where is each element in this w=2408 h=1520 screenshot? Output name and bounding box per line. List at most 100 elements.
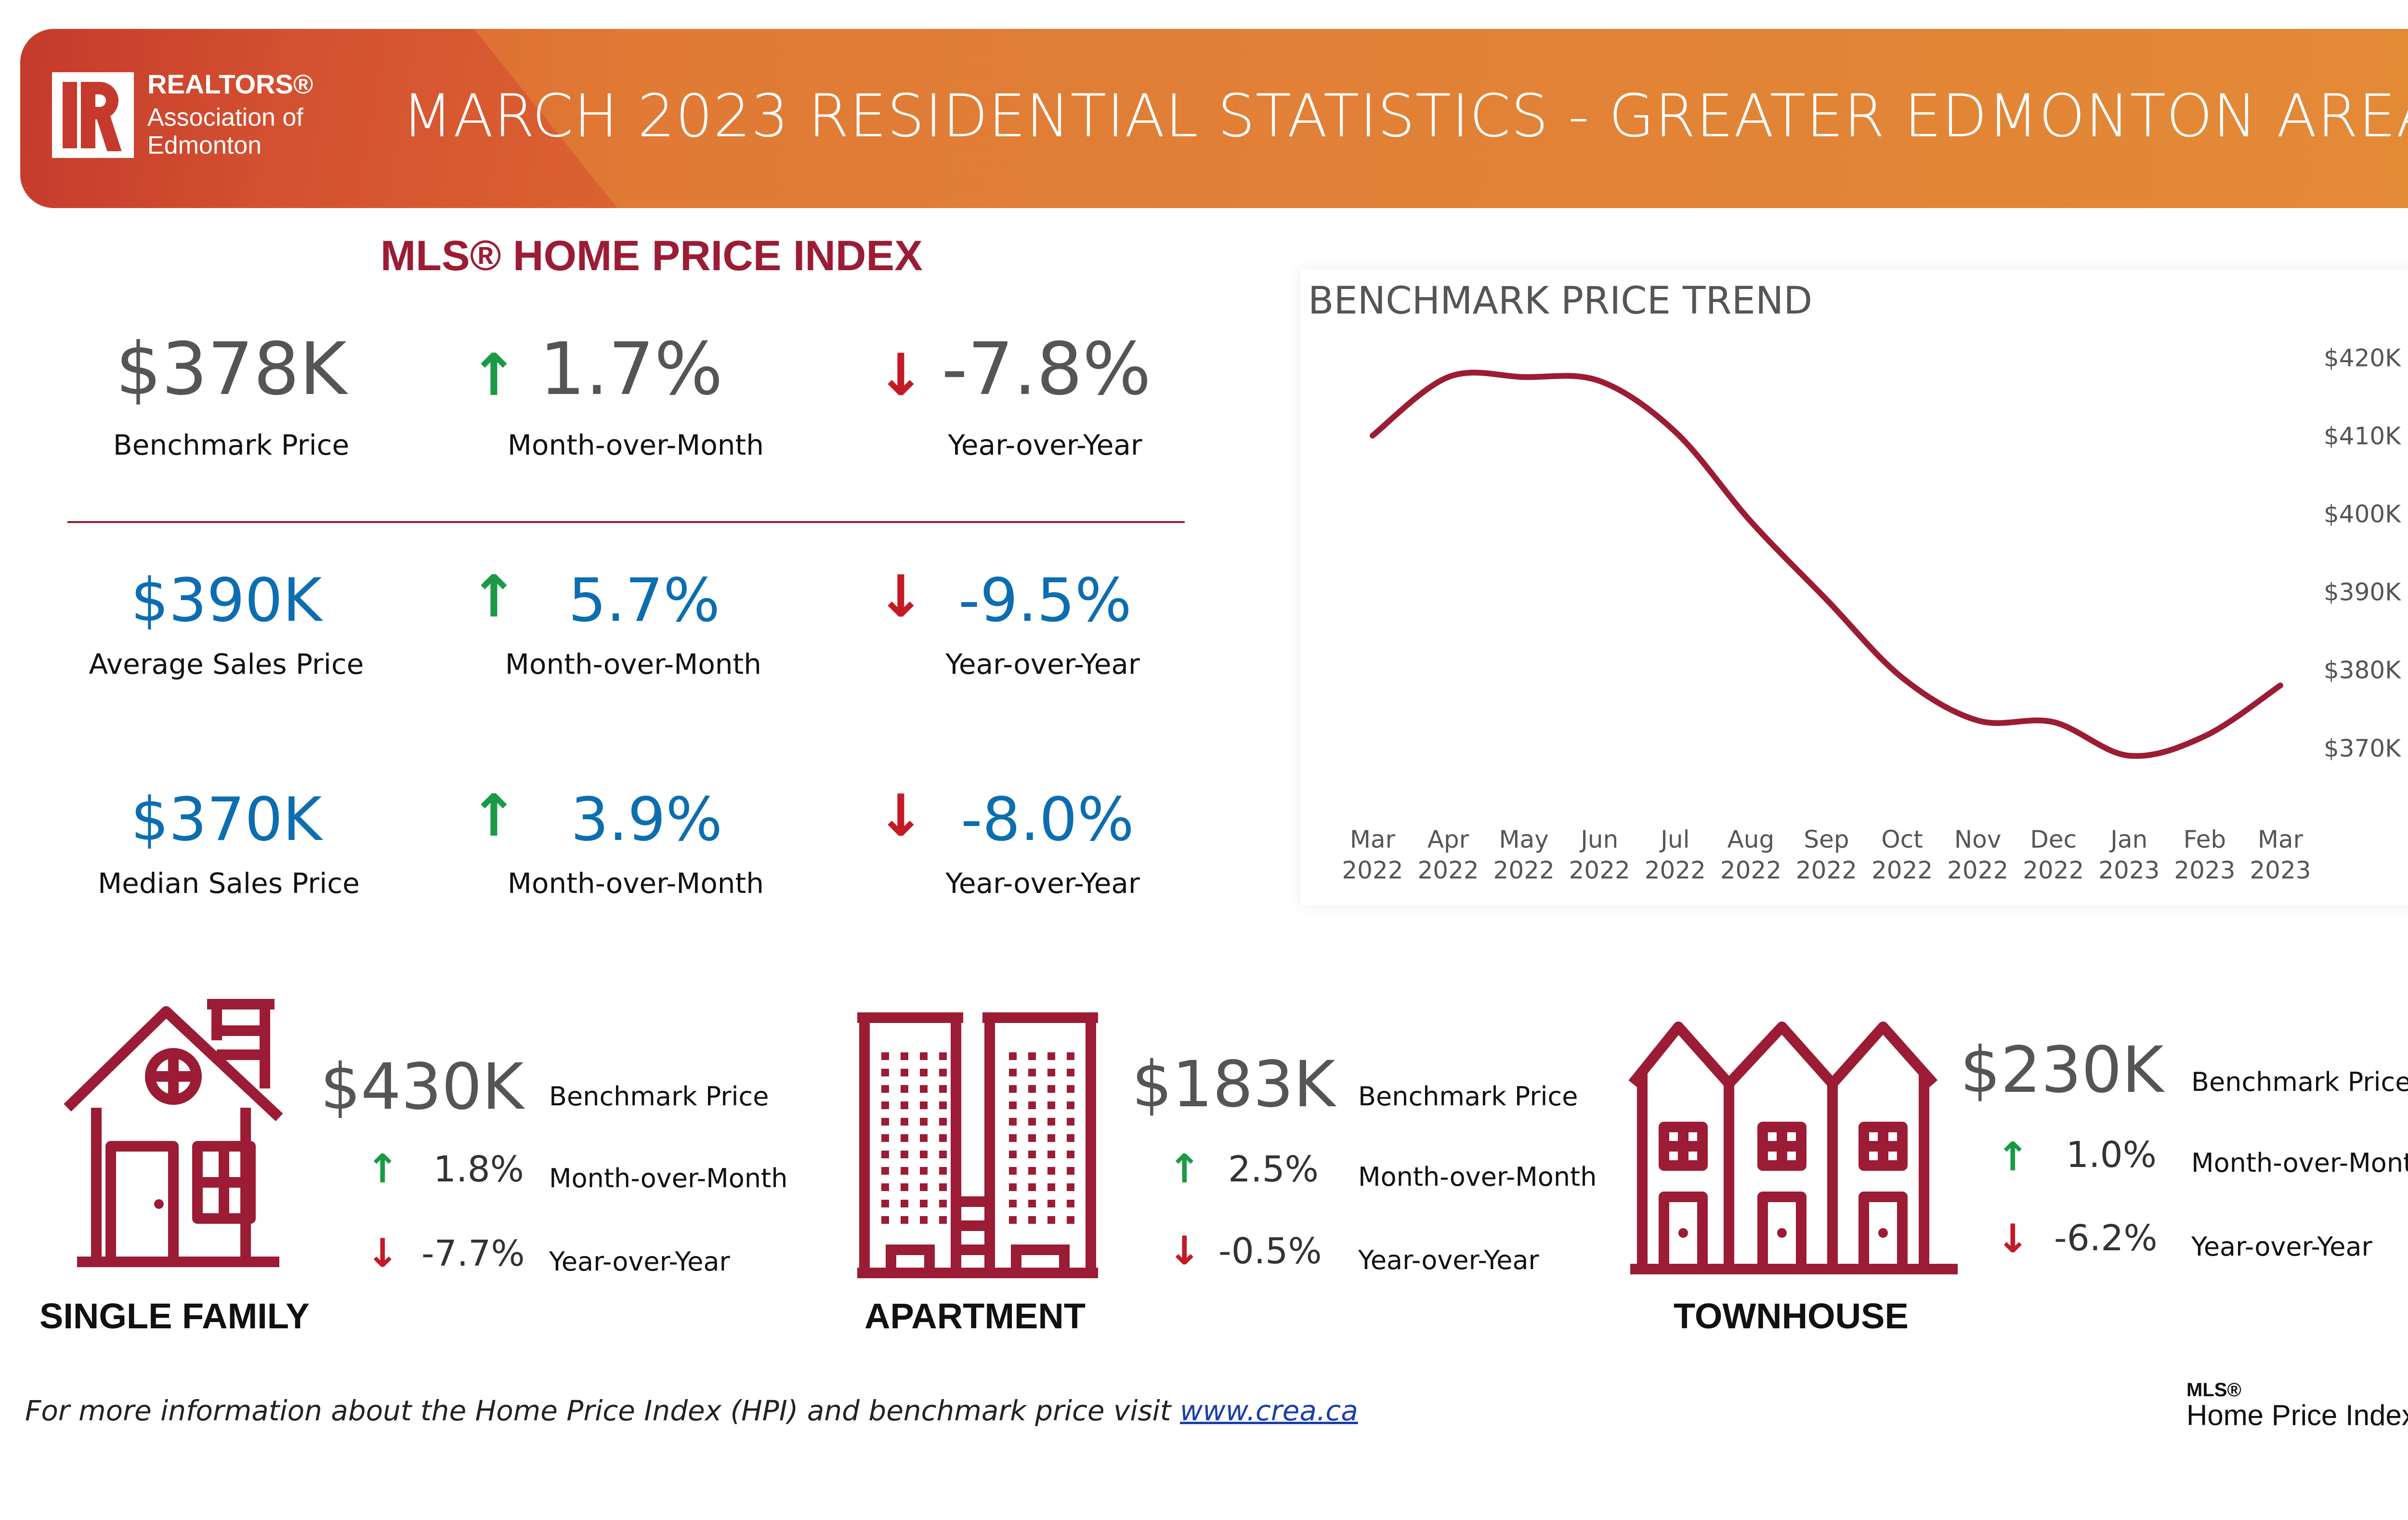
x-tick-label: May <box>1499 826 1548 853</box>
single-family-price-label: Benchmark Price <box>549 1081 769 1112</box>
single-family-mom: 1.8% <box>433 1149 524 1190</box>
arrow-down-icon: ↓ <box>366 1231 399 1276</box>
x-tick-label: 2022 <box>1871 856 1933 884</box>
hpi-section-title: MLS® HOME PRICE INDEX <box>380 232 923 279</box>
arrow-down-icon: ↓ <box>877 783 925 850</box>
x-tick-label: 2023 <box>2098 856 2159 884</box>
page-title: MARCH 2023 RESIDENTIAL STATISTICS - GREA… <box>402 82 2408 150</box>
x-tick-label: Mar <box>1350 826 1396 853</box>
townhouse-yoy-label: Year-over-Year <box>2191 1232 2372 1262</box>
logo-line3: Edmonton <box>147 131 262 159</box>
x-tick-label: 2022 <box>1342 856 1403 884</box>
x-tick-label: Mar <box>2258 826 2303 853</box>
benchmark-yoy-value: -7.8% <box>942 328 1152 411</box>
single-family-title: SINGLE FAMILY <box>39 1296 310 1336</box>
footnote: For more information about the Home Pric… <box>25 1394 1358 1427</box>
x-tick-label: 2022 <box>1569 856 1630 884</box>
arrow-up-icon: ↑ <box>1168 1146 1201 1192</box>
data-point <box>1826 599 1827 600</box>
crea-link[interactable]: www.crea.ca <box>1179 1394 1358 1427</box>
y-tick-label: $420K <box>2324 344 2401 372</box>
chart-title: BENCHMARK PRICE TREND <box>1308 279 1813 323</box>
realtors-logo-icon <box>52 72 134 158</box>
arrow-up-icon: ↑ <box>1996 1134 2029 1180</box>
townhouse-price: $230K <box>1960 1033 2164 1107</box>
x-tick-label: Oct <box>1881 826 1923 853</box>
median-mom-value: 3.9% <box>571 785 723 854</box>
average-price-value: $390K <box>131 566 322 635</box>
arrow-down-icon: ↓ <box>1996 1216 2029 1262</box>
y-tick-label: $380K <box>2324 656 2401 684</box>
townhouse-mom: 1.0% <box>2066 1134 2157 1176</box>
arrow-up-icon: ↑ <box>470 342 518 409</box>
benchmark-mom-value: 1.7% <box>539 328 723 411</box>
x-tick-label: Aug <box>1727 826 1775 853</box>
apartment-yoy-label: Year-over-Year <box>1358 1245 1539 1275</box>
single-family-yoy-label: Year-over-Year <box>549 1246 730 1277</box>
townhouse-title: TOWNHOUSE <box>1674 1296 1909 1336</box>
apartment-icon <box>857 1012 1098 1278</box>
average-mom-value: 5.7% <box>568 566 720 635</box>
x-tick-label: 2022 <box>1796 856 1857 884</box>
single-family-yoy: -7.7% <box>421 1233 525 1274</box>
logo-line1: REALTORS® <box>147 69 314 99</box>
apartment-mom-label: Month-over-Month <box>1358 1162 1597 1192</box>
x-tick-label: 2022 <box>2023 856 2084 884</box>
hpi-logo-line2: Home Price Index <box>2186 1399 2408 1431</box>
logo-line2: Association of <box>147 104 303 131</box>
townhouse-mom-label: Month-over-Month <box>2191 1148 2408 1178</box>
single-family-price: $430K <box>320 1050 524 1124</box>
x-tick-label: 2023 <box>2174 856 2235 884</box>
series-line <box>1370 369 2283 759</box>
x-tick-label: Dec <box>2030 826 2077 853</box>
townhouse-price-label: Benchmark Price <box>2191 1067 2408 1097</box>
average-mom-label: Month-over-Month <box>505 648 762 681</box>
median-price-value: $370K <box>131 785 322 854</box>
arrow-down-icon: ↓ <box>877 563 925 630</box>
apartment-mom: 2.5% <box>1228 1149 1319 1190</box>
median-yoy-value: -8.0% <box>961 785 1134 854</box>
median-price-label: Median Sales Price <box>98 867 360 900</box>
y-tick-label: $390K <box>2324 578 2401 606</box>
section-divider <box>67 521 1185 523</box>
footnote-text: For more information about the Home Pric… <box>25 1394 1180 1427</box>
benchmark-price-value: $378K <box>115 328 347 411</box>
median-mom-label: Month-over-Month <box>507 867 764 900</box>
x-tick-label: 2022 <box>1417 856 1479 884</box>
data-point <box>2280 685 2281 686</box>
x-tick-label: Jun <box>1579 826 1618 853</box>
y-tick-label: $410K <box>2324 422 2401 450</box>
x-tick-label: Apr <box>1427 826 1469 853</box>
x-tick-label: 2022 <box>1720 856 1781 884</box>
apartment-title: APARTMENT <box>864 1296 1086 1336</box>
arrow-up-icon: ↑ <box>470 783 518 850</box>
x-tick-label: 2023 <box>2250 856 2311 884</box>
benchmark-mom-label: Month-over-Month <box>507 429 764 461</box>
average-price-label: Average Sales Price <box>89 648 364 681</box>
x-tick-label: 2022 <box>1947 856 2008 884</box>
arrow-down-icon: ↓ <box>1168 1228 1201 1274</box>
x-tick-label: 2022 <box>1493 856 1555 884</box>
y-tick-label: $400K <box>2324 500 2401 528</box>
arrow-up-icon: ↑ <box>470 563 518 630</box>
hpi-logo-line1: MLS® <box>2186 1379 2241 1401</box>
arrow-up-icon: ↑ <box>366 1146 399 1192</box>
y-tick-label: $370K <box>2324 734 2401 762</box>
median-yoy-label: Year-over-Year <box>945 867 1140 900</box>
average-yoy-value: -9.5% <box>958 566 1132 635</box>
x-tick-label: Jan <box>2109 826 2147 853</box>
townhouse-icon <box>1628 1022 1958 1274</box>
header-banner <box>20 29 2408 208</box>
x-tick-label: 2022 <box>1645 856 1706 884</box>
townhouse-yoy: -6.2% <box>2054 1218 2158 1259</box>
x-tick-label: Sep <box>1804 826 1849 853</box>
x-tick-label: Nov <box>1954 826 2002 853</box>
average-yoy-label: Year-over-Year <box>945 648 1140 681</box>
apartment-price-label: Benchmark Price <box>1358 1081 1578 1112</box>
single-family-mom-label: Month-over-Month <box>549 1163 788 1193</box>
house-icon <box>64 999 283 1267</box>
apartment-price: $183K <box>1132 1048 1335 1122</box>
x-tick-label: Jul <box>1659 826 1689 853</box>
